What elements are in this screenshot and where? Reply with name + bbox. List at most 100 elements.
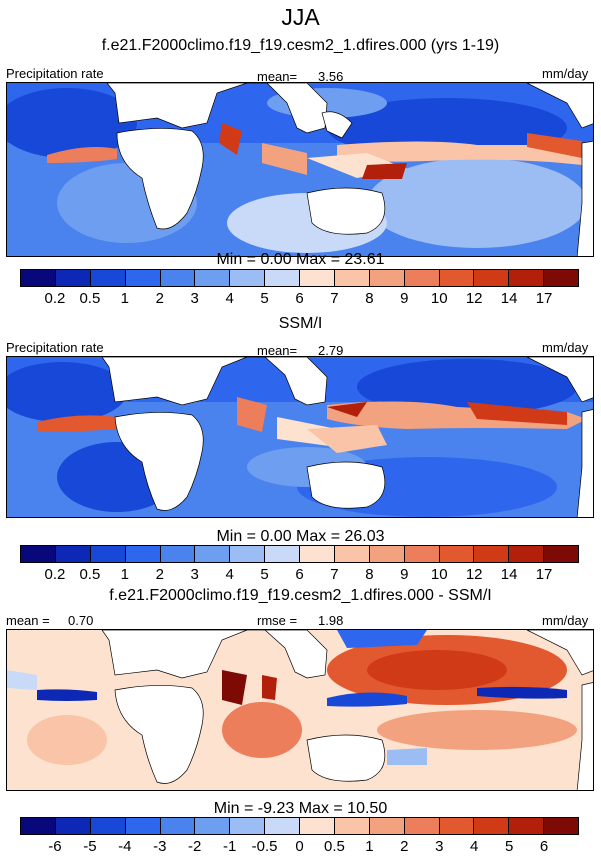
colorbar-tick-label: 9 <box>400 290 409 307</box>
panel-1-units: mm/day <box>542 66 589 81</box>
panel-3-map <box>6 629 594 791</box>
colorbar-swatch <box>334 270 370 286</box>
colorbar-swatch <box>90 818 126 834</box>
panel-1-minmax: Min = 0.00 Max = 23.61 <box>216 251 385 268</box>
panel-2-variable-label: Precipitation rate <box>6 340 104 355</box>
colorbar-swatch <box>300 546 335 562</box>
colorbar-swatch <box>195 270 231 286</box>
panel-3-minmax: Min = -9.23 Max = 10.50 <box>213 800 388 817</box>
colorbar-tick-label: 0.2 <box>44 566 66 583</box>
colorbar-swatch <box>439 546 475 562</box>
colorbar-swatch <box>125 270 161 286</box>
panel-2-map <box>6 356 594 518</box>
colorbar-tick-label: 0.5 <box>79 566 101 583</box>
colorbar-tick-label: 7 <box>330 290 339 307</box>
panel-2-minmax: Min = 0.00 Max = 26.03 <box>216 528 385 545</box>
colorbar-tick-label: 8 <box>365 566 374 583</box>
colorbar-tick-label: 2 <box>400 838 409 855</box>
panel-3-rmse-value: 1.98 <box>318 613 344 628</box>
panel-3-units: mm/day <box>542 613 589 628</box>
colorbar-tick-label: 17 <box>535 566 553 583</box>
colorbar-swatch <box>55 270 91 286</box>
panel-2-colorbar <box>20 545 579 563</box>
colorbar-swatch <box>369 818 405 834</box>
colorbar-swatch <box>21 270 56 286</box>
colorbar-swatch <box>21 818 56 834</box>
colorbar-swatch <box>230 270 266 286</box>
colorbar-swatch <box>160 270 196 286</box>
colorbar-tick-label: 10 <box>430 290 448 307</box>
colorbar-tick-label: 7 <box>330 566 339 583</box>
colorbar-swatch <box>265 818 300 834</box>
colorbar-swatch <box>509 818 545 834</box>
colorbar-tick-label: 5 <box>260 290 269 307</box>
colorbar-tick-label: -0.5 <box>251 838 278 855</box>
colorbar-swatch <box>90 546 126 562</box>
panel-1-mean-value: 3.56 <box>318 69 344 84</box>
colorbar-swatch <box>334 818 370 834</box>
panel-1-subtitle: f.e21.F2000climo.f19_f19.cesm2_1.dfires.… <box>101 37 500 54</box>
colorbar-swatch <box>369 270 405 286</box>
colorbar-swatch <box>474 270 510 286</box>
panel-3-colorbar-ticks: -6 -5 -4 -3 -2 -1 -0.5 0 0.5 1 2 3 4 5 6 <box>20 838 579 856</box>
colorbar-swatch <box>160 546 196 562</box>
colorbar-tick-label: 1 <box>365 838 374 855</box>
page-title: JJA <box>281 4 320 30</box>
colorbar-tick-label: 3 <box>190 566 199 583</box>
colorbar-swatch <box>265 270 300 286</box>
panel-3-colorbar <box>20 817 579 835</box>
colorbar-swatch <box>474 546 510 562</box>
panel-2-mean-label: mean= <box>257 343 298 358</box>
colorbar-tick-label: 2 <box>155 566 164 583</box>
panel-1-colorbar-ticks: 0.2 0.5 1 2 3 4 5 6 7 8 9 10 12 14 17 <box>20 290 579 308</box>
colorbar-swatch <box>474 818 510 834</box>
colorbar-swatch <box>195 546 231 562</box>
colorbar-tick-label: 17 <box>535 290 553 307</box>
colorbar-tick-label: 4 <box>470 838 479 855</box>
panel-3-rmse-label: rmse = <box>257 613 298 628</box>
colorbar-swatch <box>230 818 266 834</box>
colorbar-swatch <box>90 270 126 286</box>
colorbar-tick-label: 12 <box>465 566 483 583</box>
colorbar-tick-label: 3 <box>190 290 199 307</box>
panel-3-mean-label: mean = <box>6 613 50 628</box>
panel-2-subtitle: SSM/I <box>278 315 323 332</box>
colorbar-tick-label: 14 <box>500 566 518 583</box>
panel-1-variable-label: Precipitation rate <box>6 66 104 81</box>
colorbar-swatch <box>544 270 578 286</box>
colorbar-swatch <box>509 270 545 286</box>
colorbar-swatch <box>439 270 475 286</box>
colorbar-tick-label: 3 <box>435 838 444 855</box>
colorbar-swatch <box>439 818 475 834</box>
colorbar-swatch <box>404 546 440 562</box>
colorbar-tick-label: -3 <box>153 838 167 855</box>
colorbar-swatch <box>334 546 370 562</box>
panel-2-mean-value: 2.79 <box>318 343 344 358</box>
colorbar-swatch <box>125 818 161 834</box>
colorbar-swatch <box>265 546 300 562</box>
colorbar-tick-label: -5 <box>83 838 97 855</box>
colorbar-tick-label: 10 <box>430 566 448 583</box>
colorbar-swatch <box>509 546 545 562</box>
colorbar-tick-label: 9 <box>400 566 409 583</box>
colorbar-tick-label: 0.5 <box>79 290 101 307</box>
colorbar-tick-label: -1 <box>222 838 237 855</box>
colorbar-swatch <box>404 818 440 834</box>
panel-3-mean-value: 0.70 <box>68 613 94 628</box>
colorbar-swatch <box>300 270 335 286</box>
colorbar-tick-label: 5 <box>504 838 514 855</box>
colorbar-tick-label: 14 <box>500 290 518 307</box>
colorbar-tick-label: 8 <box>365 290 374 307</box>
colorbar-swatch <box>125 546 161 562</box>
colorbar-swatch <box>55 546 91 562</box>
colorbar-tick-label: -6 <box>48 838 62 855</box>
panel-2-units: mm/day <box>542 340 589 355</box>
colorbar-tick-label: 1 <box>120 566 129 583</box>
panel-1-colorbar <box>20 269 579 287</box>
colorbar-tick-label: 6 <box>539 838 549 855</box>
colorbar-tick-label: 12 <box>465 290 483 307</box>
colorbar-swatch <box>404 270 440 286</box>
colorbar-tick-label: 4 <box>225 290 234 307</box>
colorbar-swatch <box>55 818 91 834</box>
colorbar-swatch <box>160 818 196 834</box>
